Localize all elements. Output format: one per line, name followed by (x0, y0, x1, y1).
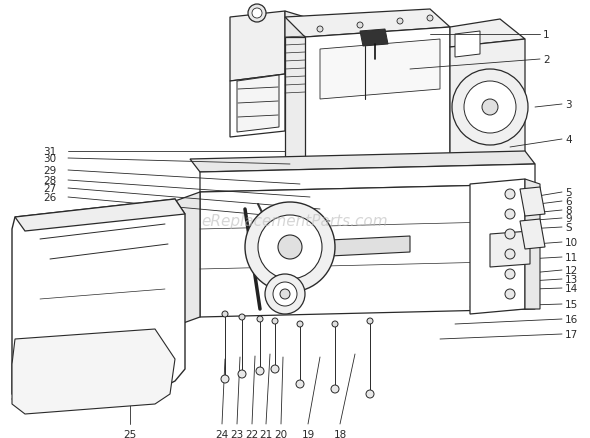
Text: 17: 17 (565, 329, 578, 339)
Circle shape (238, 370, 246, 378)
Text: 23: 23 (230, 429, 244, 438)
Circle shape (278, 236, 302, 259)
Polygon shape (320, 40, 440, 100)
Text: 6: 6 (565, 197, 572, 207)
Polygon shape (490, 231, 530, 267)
Text: 16: 16 (565, 314, 578, 324)
Text: 2: 2 (543, 55, 550, 65)
Polygon shape (12, 329, 175, 414)
Polygon shape (230, 12, 285, 82)
Polygon shape (525, 180, 540, 309)
Polygon shape (237, 76, 279, 133)
Text: 13: 13 (565, 274, 578, 284)
Circle shape (248, 5, 266, 23)
Text: 22: 22 (245, 429, 258, 438)
Circle shape (505, 249, 515, 259)
Text: 19: 19 (301, 429, 314, 438)
Circle shape (273, 283, 297, 306)
Circle shape (505, 209, 515, 219)
Polygon shape (290, 237, 410, 258)
Text: 28: 28 (42, 176, 56, 186)
Circle shape (397, 19, 403, 25)
Text: S: S (565, 223, 572, 233)
Circle shape (482, 100, 498, 116)
Polygon shape (15, 200, 185, 231)
Circle shape (357, 23, 363, 29)
Text: 15: 15 (565, 299, 578, 309)
Polygon shape (285, 12, 305, 80)
Circle shape (505, 269, 515, 279)
Circle shape (366, 390, 374, 398)
Text: 8: 8 (565, 205, 572, 215)
Polygon shape (200, 165, 535, 193)
Circle shape (427, 16, 433, 22)
Text: 26: 26 (42, 193, 56, 202)
Polygon shape (190, 152, 535, 173)
Polygon shape (360, 30, 388, 47)
Circle shape (505, 190, 515, 200)
Text: 4: 4 (565, 135, 572, 145)
Text: 9: 9 (565, 213, 572, 223)
Polygon shape (230, 75, 285, 138)
Text: 30: 30 (43, 154, 56, 164)
Circle shape (367, 318, 373, 324)
Text: eReplacementParts.com: eReplacementParts.com (202, 214, 388, 229)
Polygon shape (285, 10, 450, 38)
Polygon shape (520, 187, 545, 216)
Polygon shape (200, 184, 535, 317)
Circle shape (221, 375, 229, 383)
Circle shape (258, 215, 322, 279)
Polygon shape (12, 200, 185, 404)
Text: 14: 14 (565, 283, 578, 293)
Polygon shape (520, 219, 545, 249)
Circle shape (271, 365, 279, 373)
Circle shape (239, 314, 245, 320)
Circle shape (464, 82, 516, 134)
Polygon shape (455, 32, 480, 58)
Polygon shape (305, 28, 450, 168)
Text: 3: 3 (565, 100, 572, 110)
Circle shape (505, 230, 515, 240)
Circle shape (296, 380, 304, 388)
Text: 29: 29 (42, 166, 56, 176)
Text: 21: 21 (260, 429, 273, 438)
Circle shape (317, 27, 323, 33)
Text: 12: 12 (565, 265, 578, 276)
Text: 25: 25 (123, 429, 137, 438)
Circle shape (252, 9, 262, 19)
Text: 24: 24 (215, 429, 229, 438)
Circle shape (222, 311, 228, 317)
Text: 27: 27 (42, 184, 56, 194)
Circle shape (265, 274, 305, 314)
Circle shape (280, 290, 290, 299)
Text: 20: 20 (274, 429, 287, 438)
Circle shape (256, 367, 264, 375)
Circle shape (331, 385, 339, 393)
Circle shape (245, 202, 335, 292)
Circle shape (505, 290, 515, 299)
Circle shape (452, 70, 528, 146)
Polygon shape (450, 40, 525, 158)
Circle shape (257, 316, 263, 322)
Circle shape (272, 318, 278, 324)
Polygon shape (285, 38, 305, 168)
Polygon shape (450, 20, 525, 48)
Circle shape (332, 321, 338, 327)
Circle shape (297, 321, 303, 327)
Polygon shape (470, 180, 525, 314)
Text: 11: 11 (565, 252, 578, 262)
Text: 10: 10 (565, 237, 578, 247)
Text: 1: 1 (543, 30, 550, 40)
Text: 31: 31 (42, 147, 56, 157)
Text: 18: 18 (333, 429, 347, 438)
Text: 5: 5 (565, 187, 572, 198)
Polygon shape (175, 193, 200, 326)
